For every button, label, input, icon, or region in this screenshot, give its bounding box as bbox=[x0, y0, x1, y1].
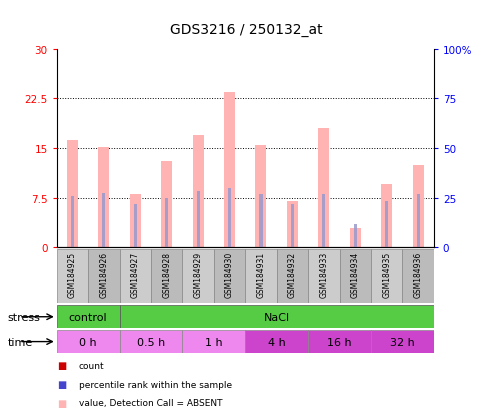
Bar bbox=[385, 202, 388, 248]
Text: time: time bbox=[7, 337, 33, 347]
Bar bbox=[98, 147, 109, 248]
Text: GSM184934: GSM184934 bbox=[351, 252, 360, 298]
Bar bbox=[119, 250, 151, 304]
Bar bbox=[57, 306, 119, 328]
Bar bbox=[308, 330, 371, 353]
Text: ■: ■ bbox=[57, 379, 66, 389]
Bar bbox=[193, 135, 204, 248]
Bar bbox=[371, 250, 402, 304]
Bar bbox=[119, 306, 434, 328]
Bar bbox=[67, 141, 78, 248]
Bar bbox=[151, 250, 182, 304]
Text: GSM184926: GSM184926 bbox=[99, 252, 108, 297]
Text: count: count bbox=[79, 361, 105, 370]
Bar bbox=[161, 162, 172, 248]
Bar bbox=[287, 202, 298, 248]
Bar bbox=[371, 330, 434, 353]
Bar bbox=[308, 250, 340, 304]
Text: value, Detection Call = ABSENT: value, Detection Call = ABSENT bbox=[79, 398, 222, 407]
Bar bbox=[277, 250, 308, 304]
Bar bbox=[57, 250, 88, 304]
Bar bbox=[402, 250, 434, 304]
Bar bbox=[322, 195, 325, 248]
Text: NaCl: NaCl bbox=[264, 312, 290, 322]
Text: GSM184932: GSM184932 bbox=[288, 252, 297, 297]
Bar bbox=[259, 195, 263, 248]
Text: GSM184928: GSM184928 bbox=[162, 252, 171, 297]
Text: 32 h: 32 h bbox=[390, 337, 415, 347]
Text: GDS3216 / 250132_at: GDS3216 / 250132_at bbox=[170, 23, 323, 37]
Bar bbox=[57, 330, 119, 353]
Bar bbox=[245, 330, 308, 353]
Bar bbox=[71, 196, 74, 248]
Bar bbox=[381, 185, 392, 248]
Bar bbox=[165, 198, 168, 248]
Bar bbox=[353, 225, 357, 248]
Text: GSM184931: GSM184931 bbox=[256, 252, 266, 297]
Text: GSM184927: GSM184927 bbox=[131, 252, 140, 297]
Text: GSM184933: GSM184933 bbox=[319, 252, 328, 298]
Bar bbox=[102, 194, 106, 248]
Text: 1 h: 1 h bbox=[205, 337, 223, 347]
Bar bbox=[88, 250, 119, 304]
Text: 4 h: 4 h bbox=[268, 337, 285, 347]
Bar bbox=[350, 228, 361, 248]
Bar bbox=[228, 188, 231, 248]
Text: GSM184936: GSM184936 bbox=[414, 252, 423, 298]
Text: ■: ■ bbox=[57, 361, 66, 370]
Bar bbox=[214, 250, 246, 304]
Text: GSM184930: GSM184930 bbox=[225, 252, 234, 298]
Bar bbox=[134, 205, 137, 248]
Text: GSM184925: GSM184925 bbox=[68, 252, 77, 297]
Bar bbox=[224, 93, 235, 248]
Bar bbox=[413, 165, 423, 248]
Text: GSM184935: GSM184935 bbox=[382, 252, 391, 298]
Text: 16 h: 16 h bbox=[327, 337, 352, 347]
Bar bbox=[130, 195, 141, 248]
Bar bbox=[182, 330, 245, 353]
Bar bbox=[197, 192, 200, 248]
Text: control: control bbox=[69, 312, 107, 322]
Bar bbox=[245, 250, 277, 304]
Bar bbox=[291, 205, 294, 248]
Bar bbox=[119, 330, 182, 353]
Bar bbox=[182, 250, 214, 304]
Text: GSM184929: GSM184929 bbox=[194, 252, 203, 297]
Text: 0.5 h: 0.5 h bbox=[137, 337, 165, 347]
Bar bbox=[417, 195, 420, 248]
Bar bbox=[318, 129, 329, 248]
Bar bbox=[340, 250, 371, 304]
Text: stress: stress bbox=[7, 312, 40, 322]
Text: 0 h: 0 h bbox=[79, 337, 97, 347]
Bar bbox=[255, 145, 267, 248]
Text: ■: ■ bbox=[57, 398, 66, 408]
Text: percentile rank within the sample: percentile rank within the sample bbox=[79, 380, 232, 389]
